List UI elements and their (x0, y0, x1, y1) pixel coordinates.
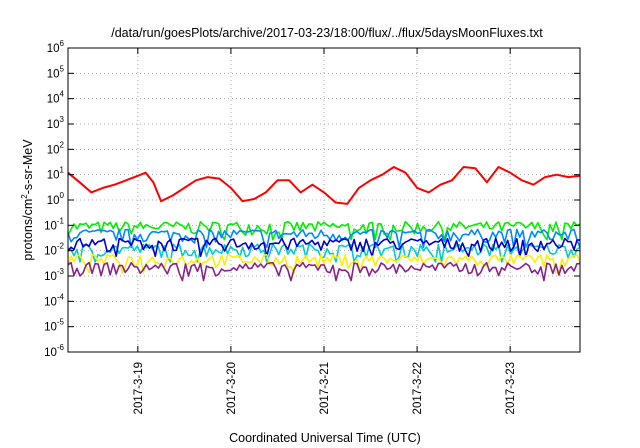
y-tick-exponent: -5 (57, 318, 65, 327)
y-tick-label: 10-6 (44, 343, 64, 359)
y-axis-label-sup: 2 (20, 194, 29, 199)
x-tick-label: 2017-3-20 (226, 362, 238, 414)
y-tick-label: 10-4 (44, 292, 64, 308)
x-tick-label: 2017-3-19 (133, 362, 145, 414)
y-tick-base: 10 (47, 170, 60, 182)
y-tick-base: 10 (47, 43, 60, 55)
y-tick-exponent: -6 (57, 343, 65, 352)
y-tick-base: 10 (47, 94, 60, 106)
y-axis-label-suffix: -s-sr-MeV (21, 139, 35, 195)
y-tick-label: 105 (47, 64, 65, 80)
y-axis-label: protons/cm2-s-sr-MeV (20, 139, 35, 261)
y-tick-label: 101 (47, 166, 65, 182)
y-tick-base: 10 (44, 220, 57, 232)
chart-title: /data/run/goesPlots/archive/2017-03-23/1… (111, 26, 543, 40)
y-tick-exponent: 2 (60, 140, 65, 149)
y-tick-base: 10 (47, 119, 60, 131)
x-tick-label: 2017-3-21 (319, 362, 331, 414)
y-tick-base: 10 (44, 271, 57, 283)
x-tick-label: 2017-3-23 (505, 362, 517, 414)
y-axis-label-prefix: protons/cm (21, 199, 35, 261)
y-tick-label: 10-2 (44, 242, 64, 258)
y-tick-base: 10 (44, 322, 57, 334)
y-tick-base: 10 (47, 68, 60, 80)
y-tick-label: 104 (47, 90, 65, 106)
y-tick-base: 10 (44, 246, 57, 258)
y-tick-exponent: 0 (60, 191, 65, 200)
axes: 10-610-510-410-310-210-11001011021031041… (44, 39, 580, 414)
y-tick-exponent: 6 (60, 39, 65, 48)
y-tick-label: 10-1 (44, 216, 64, 232)
y-tick-exponent: 3 (60, 115, 65, 124)
y-tick-base: 10 (47, 195, 60, 207)
y-tick-exponent: 1 (60, 166, 65, 175)
x-tick-label: 2017-3-22 (412, 362, 424, 414)
grid (68, 48, 580, 352)
y-tick-exponent: 4 (60, 90, 65, 99)
y-tick-exponent: 5 (60, 64, 65, 73)
y-tick-base: 10 (44, 347, 57, 359)
y-tick-label: 102 (47, 140, 65, 156)
y-tick-exponent: -1 (57, 216, 65, 225)
y-tick-base: 10 (47, 144, 60, 156)
series-line (67, 237, 581, 258)
series-line (67, 220, 581, 241)
y-tick-label: 10-3 (44, 267, 64, 283)
y-tick-label: 106 (47, 39, 65, 55)
y-tick-exponent: -4 (57, 292, 65, 301)
series-group (67, 166, 581, 282)
y-tick-label: 100 (47, 191, 65, 207)
series-line (67, 228, 581, 249)
series-line (67, 261, 580, 282)
y-tick-label: 103 (47, 115, 65, 131)
y-tick-label: 10-5 (44, 318, 64, 334)
series-line (67, 166, 581, 205)
x-axis-label: Coordinated Universal Time (UTC) (229, 431, 421, 445)
y-tick-exponent: -3 (57, 267, 65, 276)
y-tick-base: 10 (44, 296, 57, 308)
y-tick-exponent: -2 (57, 242, 65, 251)
